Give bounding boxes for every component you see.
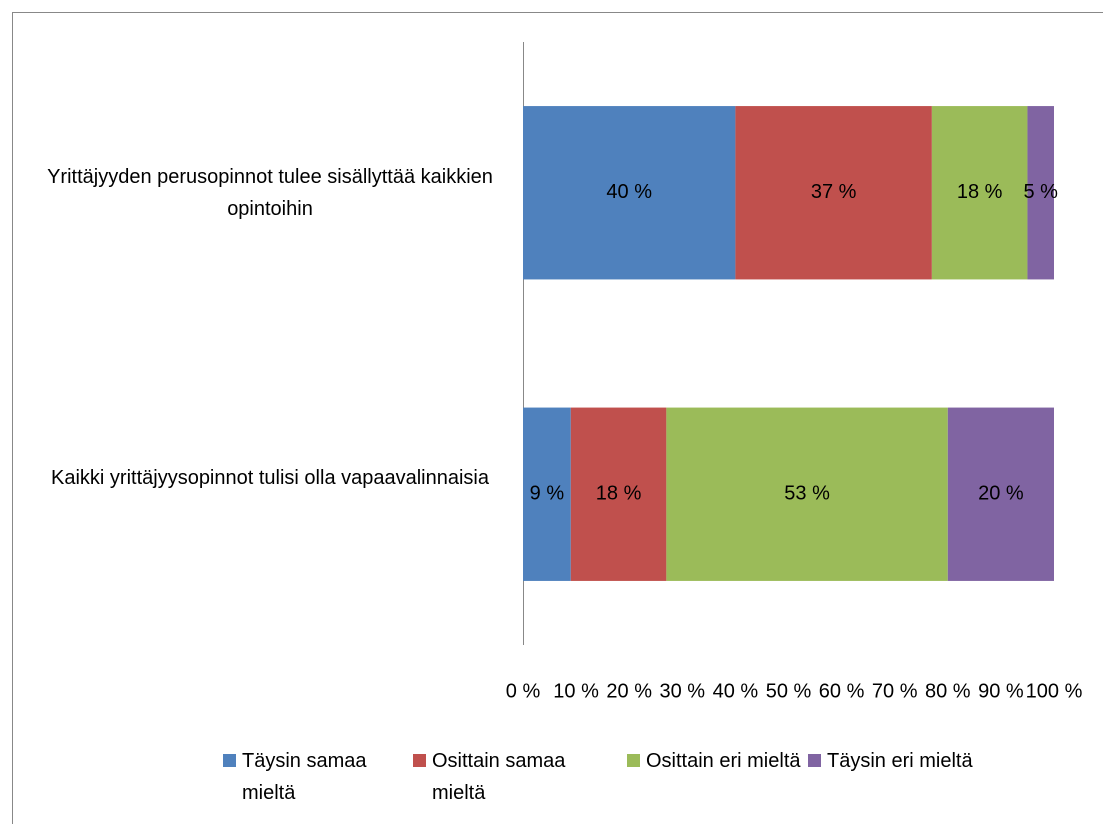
bar-segment: [523, 407, 571, 581]
bar-segment: [947, 407, 1054, 581]
x-tick-label: 20 %: [606, 680, 652, 702]
x-tick-label: 10 %: [553, 680, 599, 702]
legend-label: Osittain eri mieltä: [646, 750, 801, 772]
legend-label: Täysin samaa mieltä: [242, 750, 367, 804]
x-tick-label: 100 %: [1026, 680, 1083, 702]
legend-swatch: [627, 754, 640, 767]
bar-segment: [523, 106, 736, 280]
x-tick-label: 90 %: [978, 680, 1024, 702]
x-tick-label: 40 %: [713, 680, 759, 702]
legend-label: Täysin eri mieltä: [827, 750, 973, 772]
x-tick-label: 70 %: [872, 680, 918, 702]
data-label: 40 %: [606, 181, 652, 203]
legend-label: Osittain samaa mieltä: [432, 750, 566, 804]
data-label: 18 %: [596, 483, 642, 505]
x-tick-label: 80 %: [925, 680, 971, 702]
bar-segment: [666, 407, 948, 581]
bar-segment: [570, 407, 667, 581]
data-label: 37 %: [811, 181, 857, 203]
category-label: Yrittäjyyden perusopinnot tulee sisällyt…: [47, 165, 493, 220]
data-label: 53 %: [784, 483, 830, 505]
data-label: 18 %: [957, 181, 1003, 203]
x-tick-label: 0 %: [506, 680, 541, 702]
x-tick-label: 60 %: [819, 680, 865, 702]
legend-swatch: [413, 754, 426, 767]
data-label: 20 %: [978, 483, 1024, 505]
bar-segment: [735, 106, 932, 280]
category-label: Kaikki yrittäjyysopinnot tulisi olla vap…: [51, 467, 489, 490]
legend-swatch: [808, 754, 821, 767]
bar-segment: [931, 106, 1028, 280]
x-tick-label: 30 %: [660, 680, 706, 702]
data-label: 5 %: [1023, 181, 1058, 203]
legend-swatch: [223, 754, 236, 767]
x-tick-label: 50 %: [766, 680, 812, 702]
bar-segment: [1027, 106, 1054, 280]
data-label: 9 %: [530, 483, 565, 505]
